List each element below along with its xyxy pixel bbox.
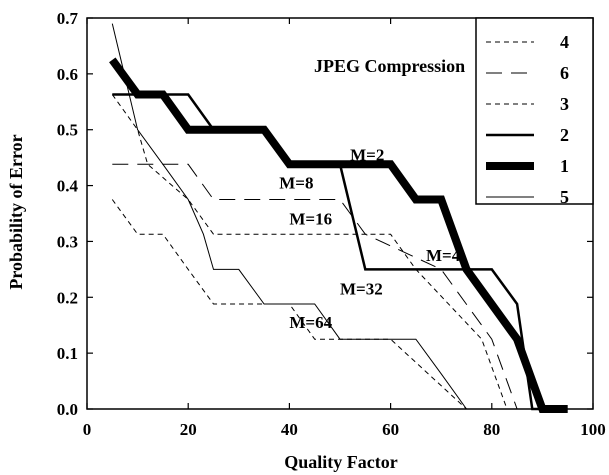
x-tick-label: 80 (483, 420, 500, 439)
y-tick-label: 0.5 (57, 121, 78, 140)
x-tick-label: 0 (83, 420, 92, 439)
plot-frame (86, 17, 594, 410)
annotation-label: M=4 (426, 246, 461, 265)
y-tick-label: 0.7 (57, 9, 79, 28)
x-tick-label: 20 (180, 420, 197, 439)
series-line-2 (112, 93, 543, 411)
series-line-5 (111, 23, 492, 410)
series-line-6 (112, 163, 533, 410)
y-tick-label: 0.3 (57, 232, 78, 251)
annotation-label: M=64 (289, 313, 332, 332)
y-tick-label: 0.0 (57, 400, 78, 419)
y-tick-label: 0.1 (57, 344, 78, 363)
chart-title: JPEG Compression (314, 56, 465, 76)
y-tick-label: 0.4 (57, 177, 79, 196)
x-tick-label: 60 (382, 420, 399, 439)
series-line-4 (111, 94, 533, 410)
legend-label: 4 (560, 32, 569, 52)
annotation-label: M=8 (279, 173, 313, 192)
legend-label: 6 (560, 63, 569, 83)
series-line-1 (109, 57, 568, 413)
legend-label: 1 (560, 156, 569, 176)
annotation-label: M=2 (350, 145, 384, 164)
x-axis-label: Quality Factor (284, 452, 397, 472)
legend-label: 2 (560, 125, 569, 145)
x-tick-label: 40 (281, 420, 298, 439)
x-tick-label: 100 (580, 420, 606, 439)
y-tick-label: 0.2 (57, 288, 78, 307)
legend-label: 3 (560, 94, 569, 114)
plot-area: 0 20 40 60 80 100 0.0 0.1 0.2 0.3 0.4 0.5 0.6 0.7 M=2 M… (57, 9, 606, 439)
annotation-label: M=32 (340, 279, 383, 298)
legend-label: 5 (560, 187, 569, 207)
y-tick-label: 0.6 (57, 65, 78, 84)
legend-box (475, 17, 594, 205)
annotation-label: M=16 (289, 210, 332, 229)
y-axis-label: Probability of Error (6, 134, 26, 289)
series-line-3 (111, 199, 492, 410)
